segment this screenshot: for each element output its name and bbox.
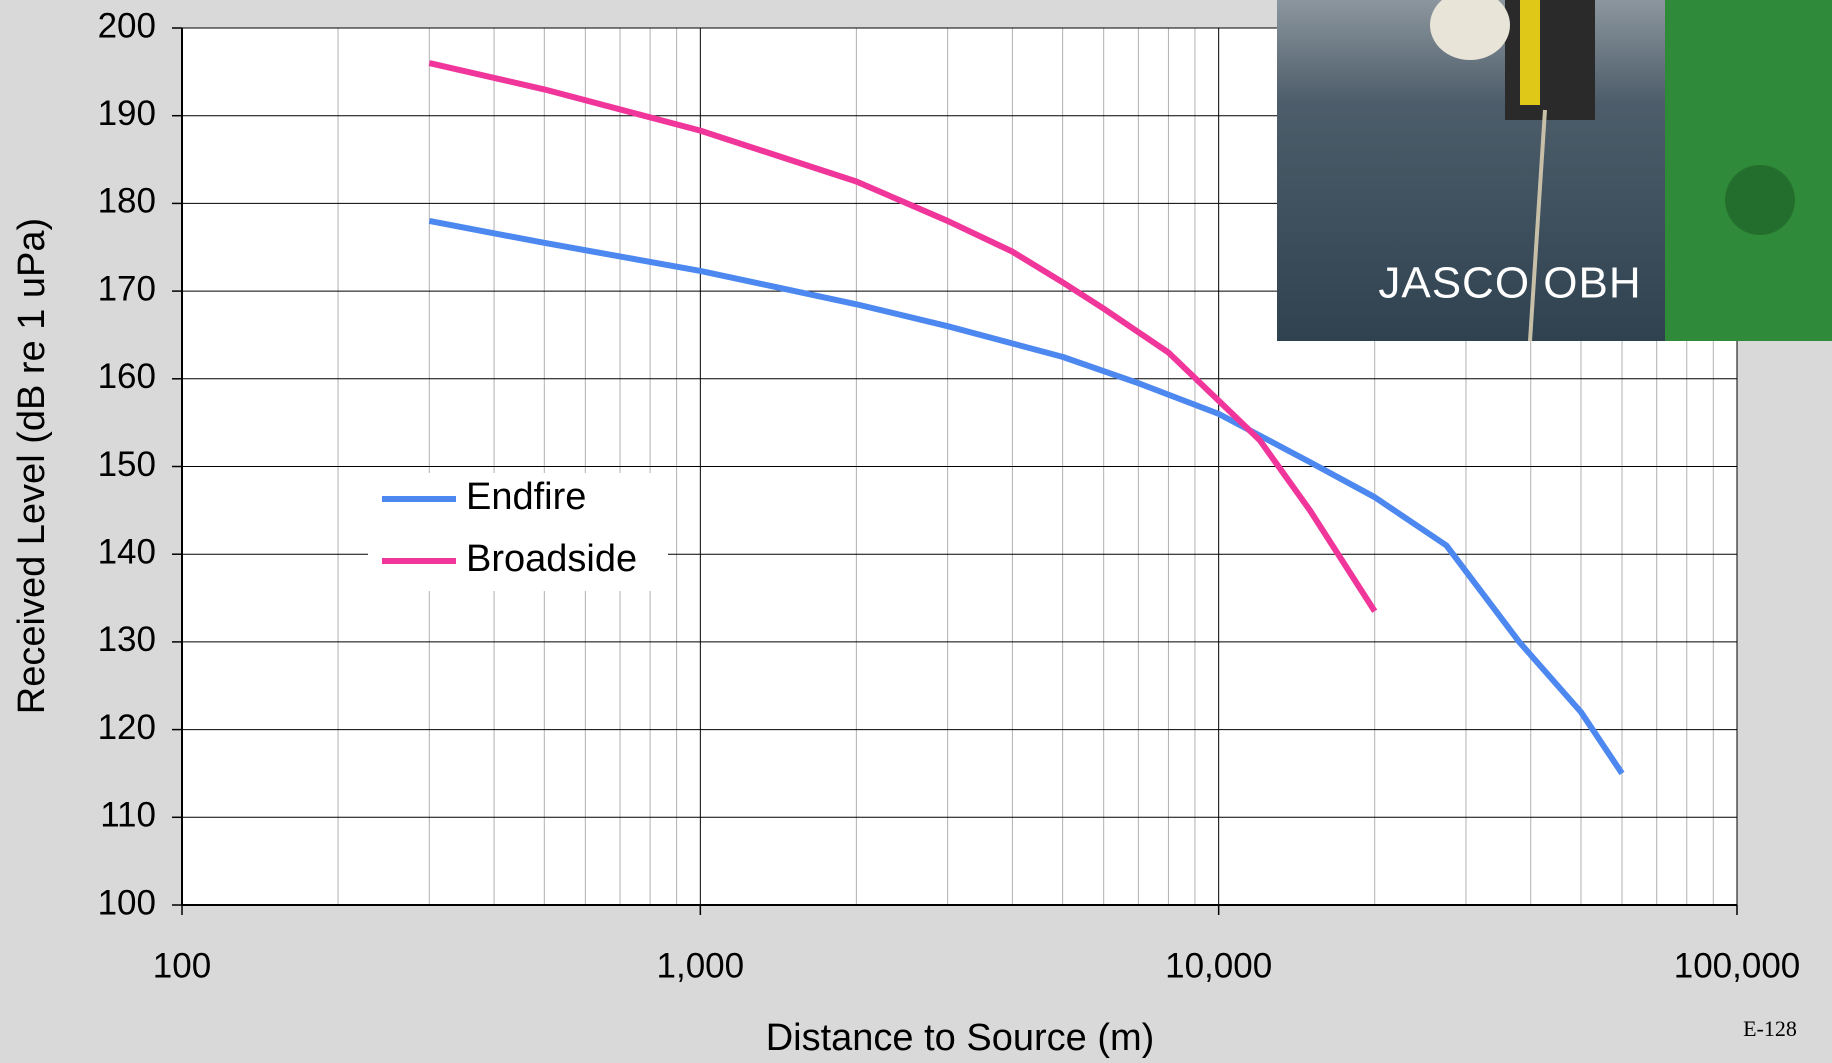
page-number: E-128 (1743, 1016, 1797, 1041)
y-tick-label: 170 (98, 269, 156, 308)
y-tick-label: 200 (98, 6, 156, 45)
y-tick-label: 180 (98, 182, 156, 221)
photo-caption: JASCO OBH (1378, 259, 1641, 308)
legend-box (368, 473, 668, 591)
x-axis-label: Distance to Source (m) (766, 1017, 1155, 1059)
y-axis-label: Received Level (dB re 1 uPa) (11, 218, 53, 714)
y-tick-label: 140 (98, 532, 156, 571)
photo-tube (1520, 0, 1540, 105)
y-tick-label: 160 (98, 357, 156, 396)
y-tick-label: 110 (100, 796, 156, 835)
x-tick-label: 100,000 (1674, 946, 1801, 985)
y-tick-label: 190 (98, 94, 156, 133)
photo-instrument (1505, 0, 1595, 120)
y-tick-label: 100 (98, 883, 156, 922)
x-tick-label: 1,000 (657, 946, 745, 985)
series-line (428, 60, 1378, 613)
photo: JASCO OBH (1277, 0, 1832, 342)
legend-label: Broadside (466, 538, 637, 580)
x-tick-label: 100 (153, 946, 211, 985)
legend: Endfire Broadside (368, 473, 668, 591)
y-tick-label: 150 (98, 445, 156, 484)
series-line (428, 217, 1625, 776)
lines (428, 60, 1625, 776)
y-tick-label: 130 (98, 620, 156, 659)
legend-label: Endfire (466, 476, 586, 518)
photo-float (1430, 0, 1510, 60)
photo-rope (1528, 109, 1547, 342)
y-tick-label: 120 (98, 708, 156, 747)
photo-fitting (1725, 165, 1795, 235)
x-tick-label: 10,000 (1165, 946, 1272, 985)
